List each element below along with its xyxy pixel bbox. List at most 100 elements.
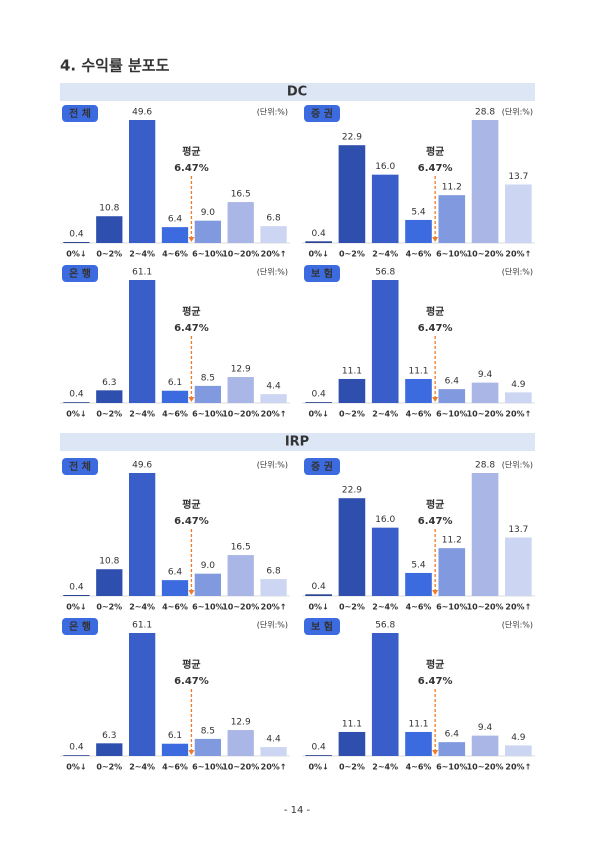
avg-arrowhead bbox=[188, 237, 195, 242]
chart-label-bg bbox=[304, 265, 340, 282]
bar bbox=[194, 220, 221, 243]
bar bbox=[227, 730, 254, 756]
value-label: 4.9 bbox=[511, 733, 526, 743]
value-label: 6.8 bbox=[266, 567, 281, 577]
value-label: 28.8 bbox=[475, 461, 495, 471]
value-label: 61.1 bbox=[132, 268, 152, 278]
category-label: 2~4% bbox=[372, 410, 398, 419]
category-label: 20%↑ bbox=[261, 763, 287, 772]
bar bbox=[471, 382, 499, 403]
category-label: 10~20% bbox=[222, 250, 259, 259]
value-label: 9.4 bbox=[478, 723, 493, 733]
category-label: 4~6% bbox=[162, 410, 188, 419]
value-label: 61.1 bbox=[132, 621, 152, 631]
category-label: 6~10% bbox=[436, 410, 467, 419]
bar bbox=[227, 202, 254, 243]
value-label: 11.1 bbox=[342, 366, 362, 376]
bar bbox=[438, 548, 466, 596]
value-label: 56.8 bbox=[375, 621, 395, 631]
avg-arrowhead bbox=[432, 397, 439, 402]
category-label: 4~6% bbox=[406, 410, 432, 419]
bar bbox=[63, 595, 90, 596]
value-label: 11.1 bbox=[408, 719, 428, 729]
annotation: 평균 bbox=[426, 658, 444, 671]
chart-label-bg bbox=[62, 458, 98, 475]
bar bbox=[96, 569, 123, 596]
value-label: 56.8 bbox=[375, 268, 395, 278]
value-label: 13.7 bbox=[508, 172, 528, 182]
bar bbox=[194, 738, 221, 756]
category-label: 0%↓ bbox=[308, 250, 328, 259]
bar bbox=[96, 216, 123, 243]
bar bbox=[438, 742, 466, 756]
value-label: 11.2 bbox=[442, 536, 462, 546]
bar bbox=[161, 743, 189, 756]
category-label: 0~2% bbox=[339, 250, 365, 259]
category-label: 0~2% bbox=[96, 250, 122, 259]
category-label: 2~4% bbox=[129, 603, 155, 612]
bar bbox=[371, 174, 399, 243]
bar bbox=[471, 735, 499, 756]
unit: (단위:%) bbox=[257, 620, 288, 630]
category-label: 0%↓ bbox=[66, 410, 86, 419]
bar bbox=[63, 242, 90, 243]
bar bbox=[338, 145, 366, 243]
avg-arrowhead bbox=[432, 750, 439, 755]
bar bbox=[63, 402, 90, 403]
bar bbox=[505, 184, 532, 243]
value-label: 6.1 bbox=[168, 731, 182, 741]
category-label: 2~4% bbox=[372, 250, 398, 259]
bar bbox=[338, 731, 366, 756]
value-label: 6.1 bbox=[168, 378, 182, 388]
value-label: 22.9 bbox=[342, 486, 362, 496]
category-label: 20%↑ bbox=[505, 603, 531, 612]
heading: 4. 수익률 분포도 bbox=[60, 57, 170, 75]
category-label: 0%↓ bbox=[66, 250, 86, 259]
value-label: 12.9 bbox=[231, 365, 251, 375]
category-label: 6~10% bbox=[436, 603, 467, 612]
value-label: 9.0 bbox=[201, 208, 216, 218]
bar bbox=[260, 579, 287, 596]
category-label: 0%↓ bbox=[308, 410, 328, 419]
category-label: 20%↑ bbox=[261, 603, 287, 612]
category-label: 10~20% bbox=[467, 603, 504, 612]
bar bbox=[338, 378, 366, 403]
annotation: 평균 bbox=[182, 145, 200, 158]
value-label: 5.4 bbox=[411, 207, 426, 217]
bar bbox=[161, 390, 189, 403]
category-label: 4~6% bbox=[162, 603, 188, 612]
avg-arrowhead bbox=[188, 590, 195, 595]
bar bbox=[227, 377, 254, 403]
page-number: - 14 - bbox=[284, 805, 311, 816]
bar bbox=[305, 241, 332, 243]
bar bbox=[438, 195, 466, 243]
value-label: 10.8 bbox=[99, 204, 119, 214]
bar bbox=[371, 633, 399, 756]
value-label: 4.4 bbox=[266, 382, 281, 392]
value-label: 6.4 bbox=[168, 215, 183, 225]
unit: (단위:%) bbox=[502, 460, 533, 470]
chart-label: 증 권 bbox=[311, 461, 333, 473]
section-band bbox=[60, 433, 535, 451]
value-label: 0.4 bbox=[311, 743, 326, 753]
value-label: 6.8 bbox=[266, 214, 281, 224]
category-label: 6~10% bbox=[436, 763, 467, 772]
category-label: 0%↓ bbox=[66, 763, 86, 772]
bar bbox=[96, 743, 123, 756]
chart-label: 은 행 bbox=[69, 620, 91, 633]
section-title: IRP bbox=[285, 435, 309, 450]
bar bbox=[260, 226, 287, 243]
chart-label-bg bbox=[304, 105, 340, 122]
value-label: 8.5 bbox=[201, 726, 215, 736]
chart-label-bg bbox=[62, 618, 98, 635]
value-label: 0.4 bbox=[311, 582, 326, 592]
value-label: 6.3 bbox=[102, 378, 116, 388]
value-label: 13.7 bbox=[508, 525, 528, 535]
value-label: 5.4 bbox=[411, 560, 426, 570]
category-label: 0%↓ bbox=[308, 603, 328, 612]
unit: (단위:%) bbox=[257, 460, 288, 470]
value-label: 16.0 bbox=[375, 162, 395, 172]
category-label: 6~10% bbox=[192, 763, 223, 772]
value-label: 11.1 bbox=[342, 719, 362, 729]
category-label: 4~6% bbox=[406, 763, 432, 772]
